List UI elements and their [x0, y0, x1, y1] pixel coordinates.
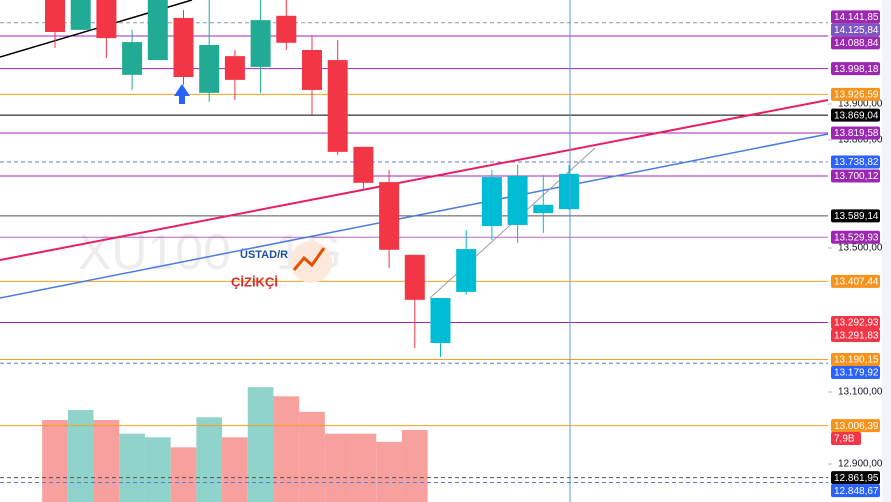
volume-badge — [831, 432, 861, 445]
candle-body — [430, 298, 451, 344]
y-tick-label: 13.500,00 — [838, 243, 883, 254]
price-badge — [831, 23, 880, 37]
price-badge — [831, 366, 880, 380]
candle-body — [559, 173, 579, 210]
price-badge-label: 14.088,84 — [834, 38, 879, 49]
candle-body — [147, 0, 168, 61]
candle-body — [173, 17, 194, 78]
candle-body — [353, 146, 374, 183]
price-badge-label: 14.125,84 — [834, 25, 879, 36]
price-badge-label: 13.292,93 — [834, 318, 879, 329]
candle-body — [404, 254, 425, 300]
volume-bar — [144, 437, 171, 502]
signal-arrow — [174, 84, 190, 104]
candle-body — [379, 182, 400, 250]
price-badge — [831, 126, 880, 140]
price-axis — [828, 0, 891, 502]
candles — [45, 0, 579, 358]
candle-body — [70, 0, 91, 30]
candle-body — [45, 0, 65, 33]
volume-bar — [170, 447, 197, 502]
price-badge-label: 12.861,95 — [834, 473, 879, 484]
price-badge — [831, 36, 880, 50]
volume-bar — [350, 433, 377, 502]
price-badge — [831, 419, 880, 433]
volume-bar — [401, 430, 428, 502]
price-badge — [831, 274, 880, 288]
candle-body — [302, 50, 322, 90]
axis-labels: 14.200,00 13.900,00 13.800,00 13.500,00 13.1… — [828, 0, 883, 498]
price-badge-label: 12.848,67 — [834, 486, 879, 497]
volume-bar — [299, 411, 325, 502]
price-badge — [831, 353, 880, 367]
price-badge — [831, 62, 880, 76]
price-badge-label: 13.869,04 — [834, 110, 879, 121]
price-badge — [831, 108, 880, 122]
candle-body — [533, 204, 554, 214]
price-badge-label: 13.006,39 — [834, 421, 879, 432]
price-badge — [831, 484, 880, 498]
volume-bar — [324, 433, 351, 502]
volume-bar — [42, 420, 68, 502]
price-badge-label: 13.998,18 — [834, 64, 879, 75]
price-badge-label: 13.179,92 — [834, 368, 879, 379]
price-badge-label: 13.190,15 — [834, 355, 879, 366]
logo: ÜSTAD/R ÇİZİKÇİ — [231, 241, 332, 289]
trend-line — [0, 133, 829, 299]
candle-body — [122, 42, 143, 75]
y-tick-label: 13.800,00 — [838, 135, 883, 146]
candle-body — [250, 20, 271, 67]
scroll-strip — [882, 0, 891, 502]
price-badge — [831, 230, 880, 244]
y-tick-label: 13.100,00 — [838, 387, 883, 398]
y-tick-label: 14.200,00 — [838, 0, 883, 2]
price-badge-label: 14.141,85 — [834, 12, 879, 23]
price-badge — [831, 471, 880, 485]
price-badge — [831, 329, 880, 343]
price-badge — [831, 155, 880, 169]
volume-bar — [376, 441, 402, 502]
price-badge-label: 13.291,83 — [834, 331, 879, 342]
volume-bar — [119, 433, 145, 502]
price-badge — [831, 87, 880, 101]
candle-body — [481, 177, 502, 227]
candle-body — [276, 15, 297, 43]
y-tick-label: 12.900,00 — [838, 459, 883, 470]
logo-arrow — [292, 247, 326, 271]
candle-body — [96, 0, 117, 39]
level-lines — [0, 22, 828, 483]
candle-body — [507, 175, 528, 225]
volume-bar — [222, 437, 248, 502]
price-badge-label: 13.700,12 — [834, 171, 879, 182]
price-badge — [831, 316, 880, 330]
price-badge-label: 13.926,59 — [834, 90, 879, 101]
volume-bar — [67, 409, 94, 502]
volume-badge-label: 7,9B — [834, 434, 855, 445]
volume-bar — [93, 420, 120, 502]
logo-circle — [290, 241, 332, 283]
price-badge — [831, 169, 880, 183]
price-badge — [831, 209, 880, 223]
price-badge-label: 13.407,44 — [834, 276, 879, 287]
candle-body — [199, 44, 220, 93]
price-badge-label: 13.529,93 — [834, 232, 879, 243]
price-badge-label: 13.589,14 — [834, 211, 879, 222]
volume-bar — [273, 396, 300, 502]
candle-body — [224, 56, 245, 80]
candle-body — [327, 60, 348, 152]
volume-bar — [247, 387, 274, 502]
price-badge — [831, 10, 880, 24]
logo-text: ÇİZİKÇİ — [231, 274, 278, 289]
price-badge-label: 13.738,82 — [834, 157, 879, 168]
y-tick-label: 13.900,00 — [838, 99, 883, 110]
price-badge-label: 13.819,58 — [834, 128, 879, 139]
candle-body — [456, 249, 477, 292]
trend-line — [0, 99, 829, 261]
logo-text: ÜSTAD/R — [240, 248, 288, 261]
volume-bar — [196, 417, 223, 502]
